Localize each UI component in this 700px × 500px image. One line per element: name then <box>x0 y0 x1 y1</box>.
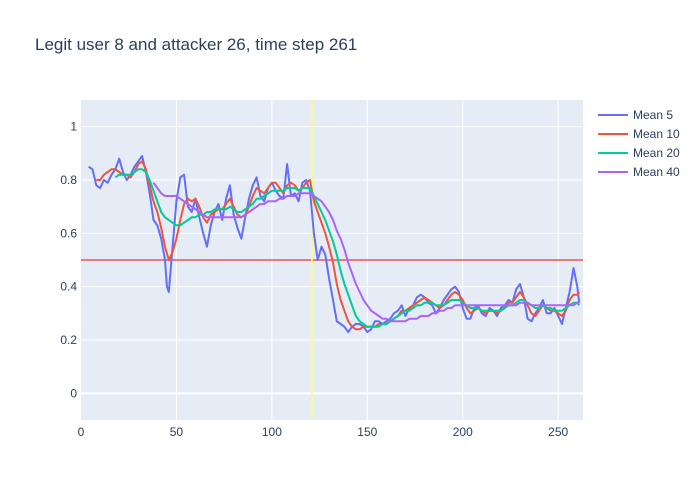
legend-label: Mean 20 <box>633 146 680 160</box>
x-tick-label: 100 <box>262 425 282 439</box>
y-tick-label: 0.8 <box>60 173 77 187</box>
legend[interactable]: Mean 5 Mean 10 Mean 20 Mean 40 <box>598 108 680 179</box>
chart-title: Legit user 8 and attacker 26, time step … <box>35 35 357 54</box>
series-line-4 <box>152 182 580 323</box>
y-tick-label: 0.6 <box>60 226 77 240</box>
legend-item[interactable]: Mean 20 <box>598 146 680 160</box>
series-layer <box>88 155 581 333</box>
x-tick-label: 200 <box>453 425 473 439</box>
x-tick-label: 0 <box>78 425 85 439</box>
legend-item[interactable]: Mean 10 <box>598 127 680 141</box>
x-tick-label: 150 <box>357 425 377 439</box>
y-tick-label: 1 <box>70 120 77 134</box>
legend-label: Mean 5 <box>633 108 673 122</box>
legend-label: Mean 10 <box>633 127 680 141</box>
x-tick-label: 250 <box>548 425 568 439</box>
legend-label: Mean 40 <box>633 165 680 179</box>
series-line-3 <box>114 168 581 328</box>
x-tick-label: 50 <box>170 425 184 439</box>
y-tick-label: 0.2 <box>60 333 77 347</box>
tick-labels: 0 0.2 0.4 0.6 0.8 1 0 50 100 150 200 250 <box>60 120 568 439</box>
y-tick-label: 0.4 <box>60 280 77 294</box>
legend-item[interactable]: Mean 40 <box>598 165 680 179</box>
y-tick-label: 0 <box>70 386 77 400</box>
legend-item[interactable]: Mean 5 <box>598 108 673 122</box>
